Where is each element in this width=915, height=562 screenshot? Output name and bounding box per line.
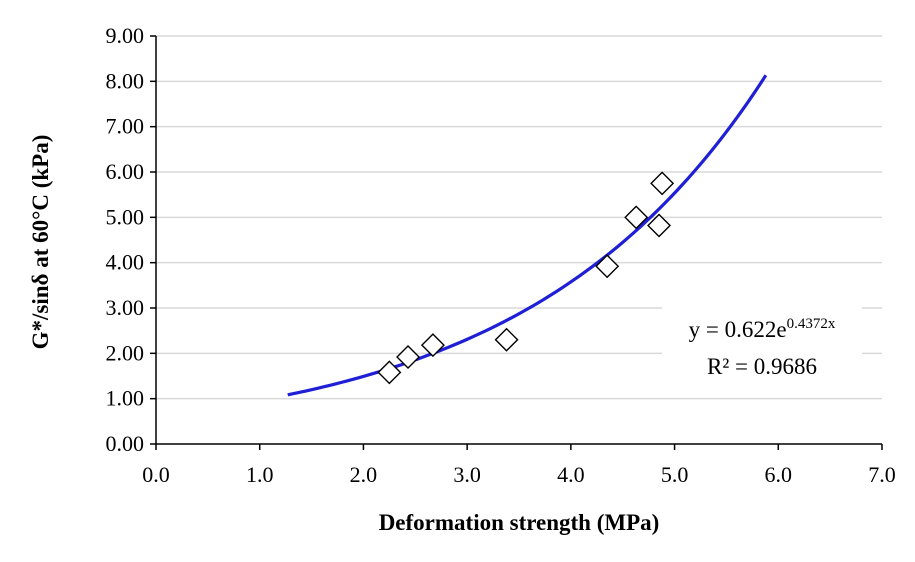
data-point-7: [650, 171, 675, 196]
equation-exponent: 0.4372x: [787, 316, 836, 332]
x-tick-label-1: 1.0: [246, 462, 274, 487]
y-axis-title: G*/sinδ at 60°C (kPa): [28, 135, 53, 350]
data-point-4: [595, 254, 620, 279]
y-tick-label-5: 5.00: [106, 204, 145, 229]
data-point-1: [396, 344, 421, 369]
y-tick-label-8: 8.00: [106, 68, 145, 93]
data-point-2: [420, 333, 445, 358]
y-tick-label-9: 9.00: [106, 23, 145, 48]
data-point-6: [647, 213, 672, 238]
y-tick-label-2: 2.00: [106, 340, 145, 365]
y-tick-label-7: 7.00: [106, 114, 145, 139]
markers: [377, 171, 675, 385]
y-tick-label-3: 3.00: [106, 295, 145, 320]
data-point-0: [377, 360, 402, 385]
x-tick-label-2: 2.0: [350, 462, 378, 487]
y-tick-label-6: 6.00: [106, 159, 145, 184]
equation-prefix: y = 0.622e: [689, 317, 787, 342]
grid-lines: [156, 35, 882, 400]
x-axis-title: Deformation strength (MPa): [379, 510, 660, 535]
equation-box: [662, 300, 862, 386]
x-tick-label-0: 0.0: [142, 462, 170, 487]
trendline-equation: y = 0.622e0.4372x: [689, 316, 836, 342]
x-ticks: 0.0 1.0 2.0 3.0 4.0 5.0 6.0 7.0: [142, 444, 896, 487]
trendline: [287, 74, 768, 397]
x-tick-label-3: 3.0: [453, 462, 481, 487]
x-tick-label-4: 4.0: [557, 462, 585, 487]
y-tick-label-4: 4.00: [106, 250, 145, 275]
x-tick-label-6: 6.0: [765, 462, 793, 487]
y-tick-label-1: 1.00: [106, 386, 145, 411]
data-point-3: [494, 327, 519, 352]
x-tick-label-7: 7.0: [868, 462, 896, 487]
y-ticks: 0.00 1.00 2.00 3.00 4.00 5.00 6.00 7.00 8.00 9.00: [106, 23, 156, 456]
x-tick-label-5: 5.0: [661, 462, 689, 487]
y-tick-label-0: 0.00: [106, 431, 145, 456]
data-point-5: [624, 205, 649, 230]
r-squared-label: R² = 0.9686: [707, 354, 817, 379]
